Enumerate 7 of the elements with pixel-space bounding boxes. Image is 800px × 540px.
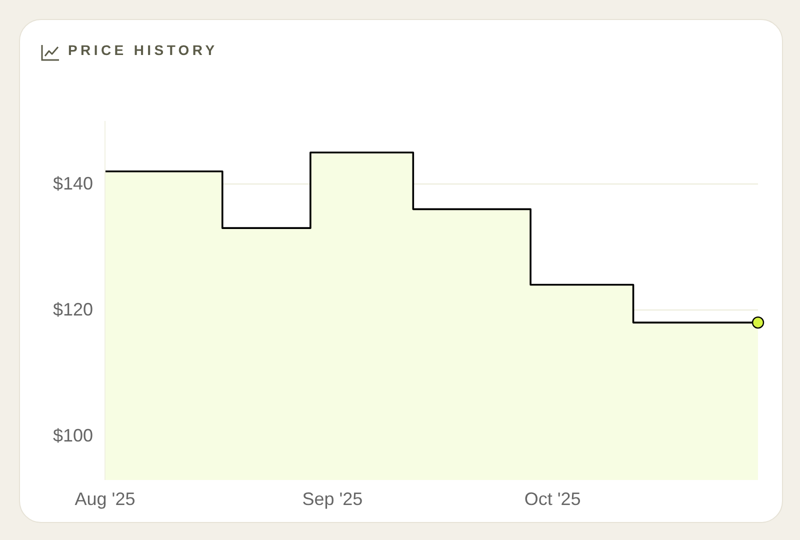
- y-tick-label: $100: [52, 426, 93, 446]
- chart-title: PRICE HISTORY: [68, 42, 218, 58]
- x-tick-label: Aug '25: [74, 488, 136, 509]
- y-tick-label: $120: [52, 300, 93, 320]
- x-tick-label: Sep '25: [302, 488, 363, 509]
- x-tick-label: Oct '25: [524, 488, 581, 509]
- y-tick-label: $140: [52, 174, 93, 194]
